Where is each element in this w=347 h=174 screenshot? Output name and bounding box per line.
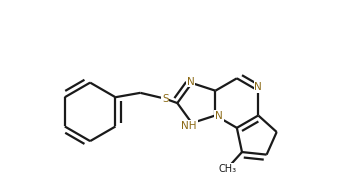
Text: N: N: [187, 77, 194, 87]
Text: N: N: [254, 82, 262, 92]
Text: S: S: [162, 94, 169, 104]
Text: N: N: [215, 111, 223, 121]
Text: CH₃: CH₃: [219, 164, 237, 174]
Text: NH: NH: [181, 121, 197, 131]
